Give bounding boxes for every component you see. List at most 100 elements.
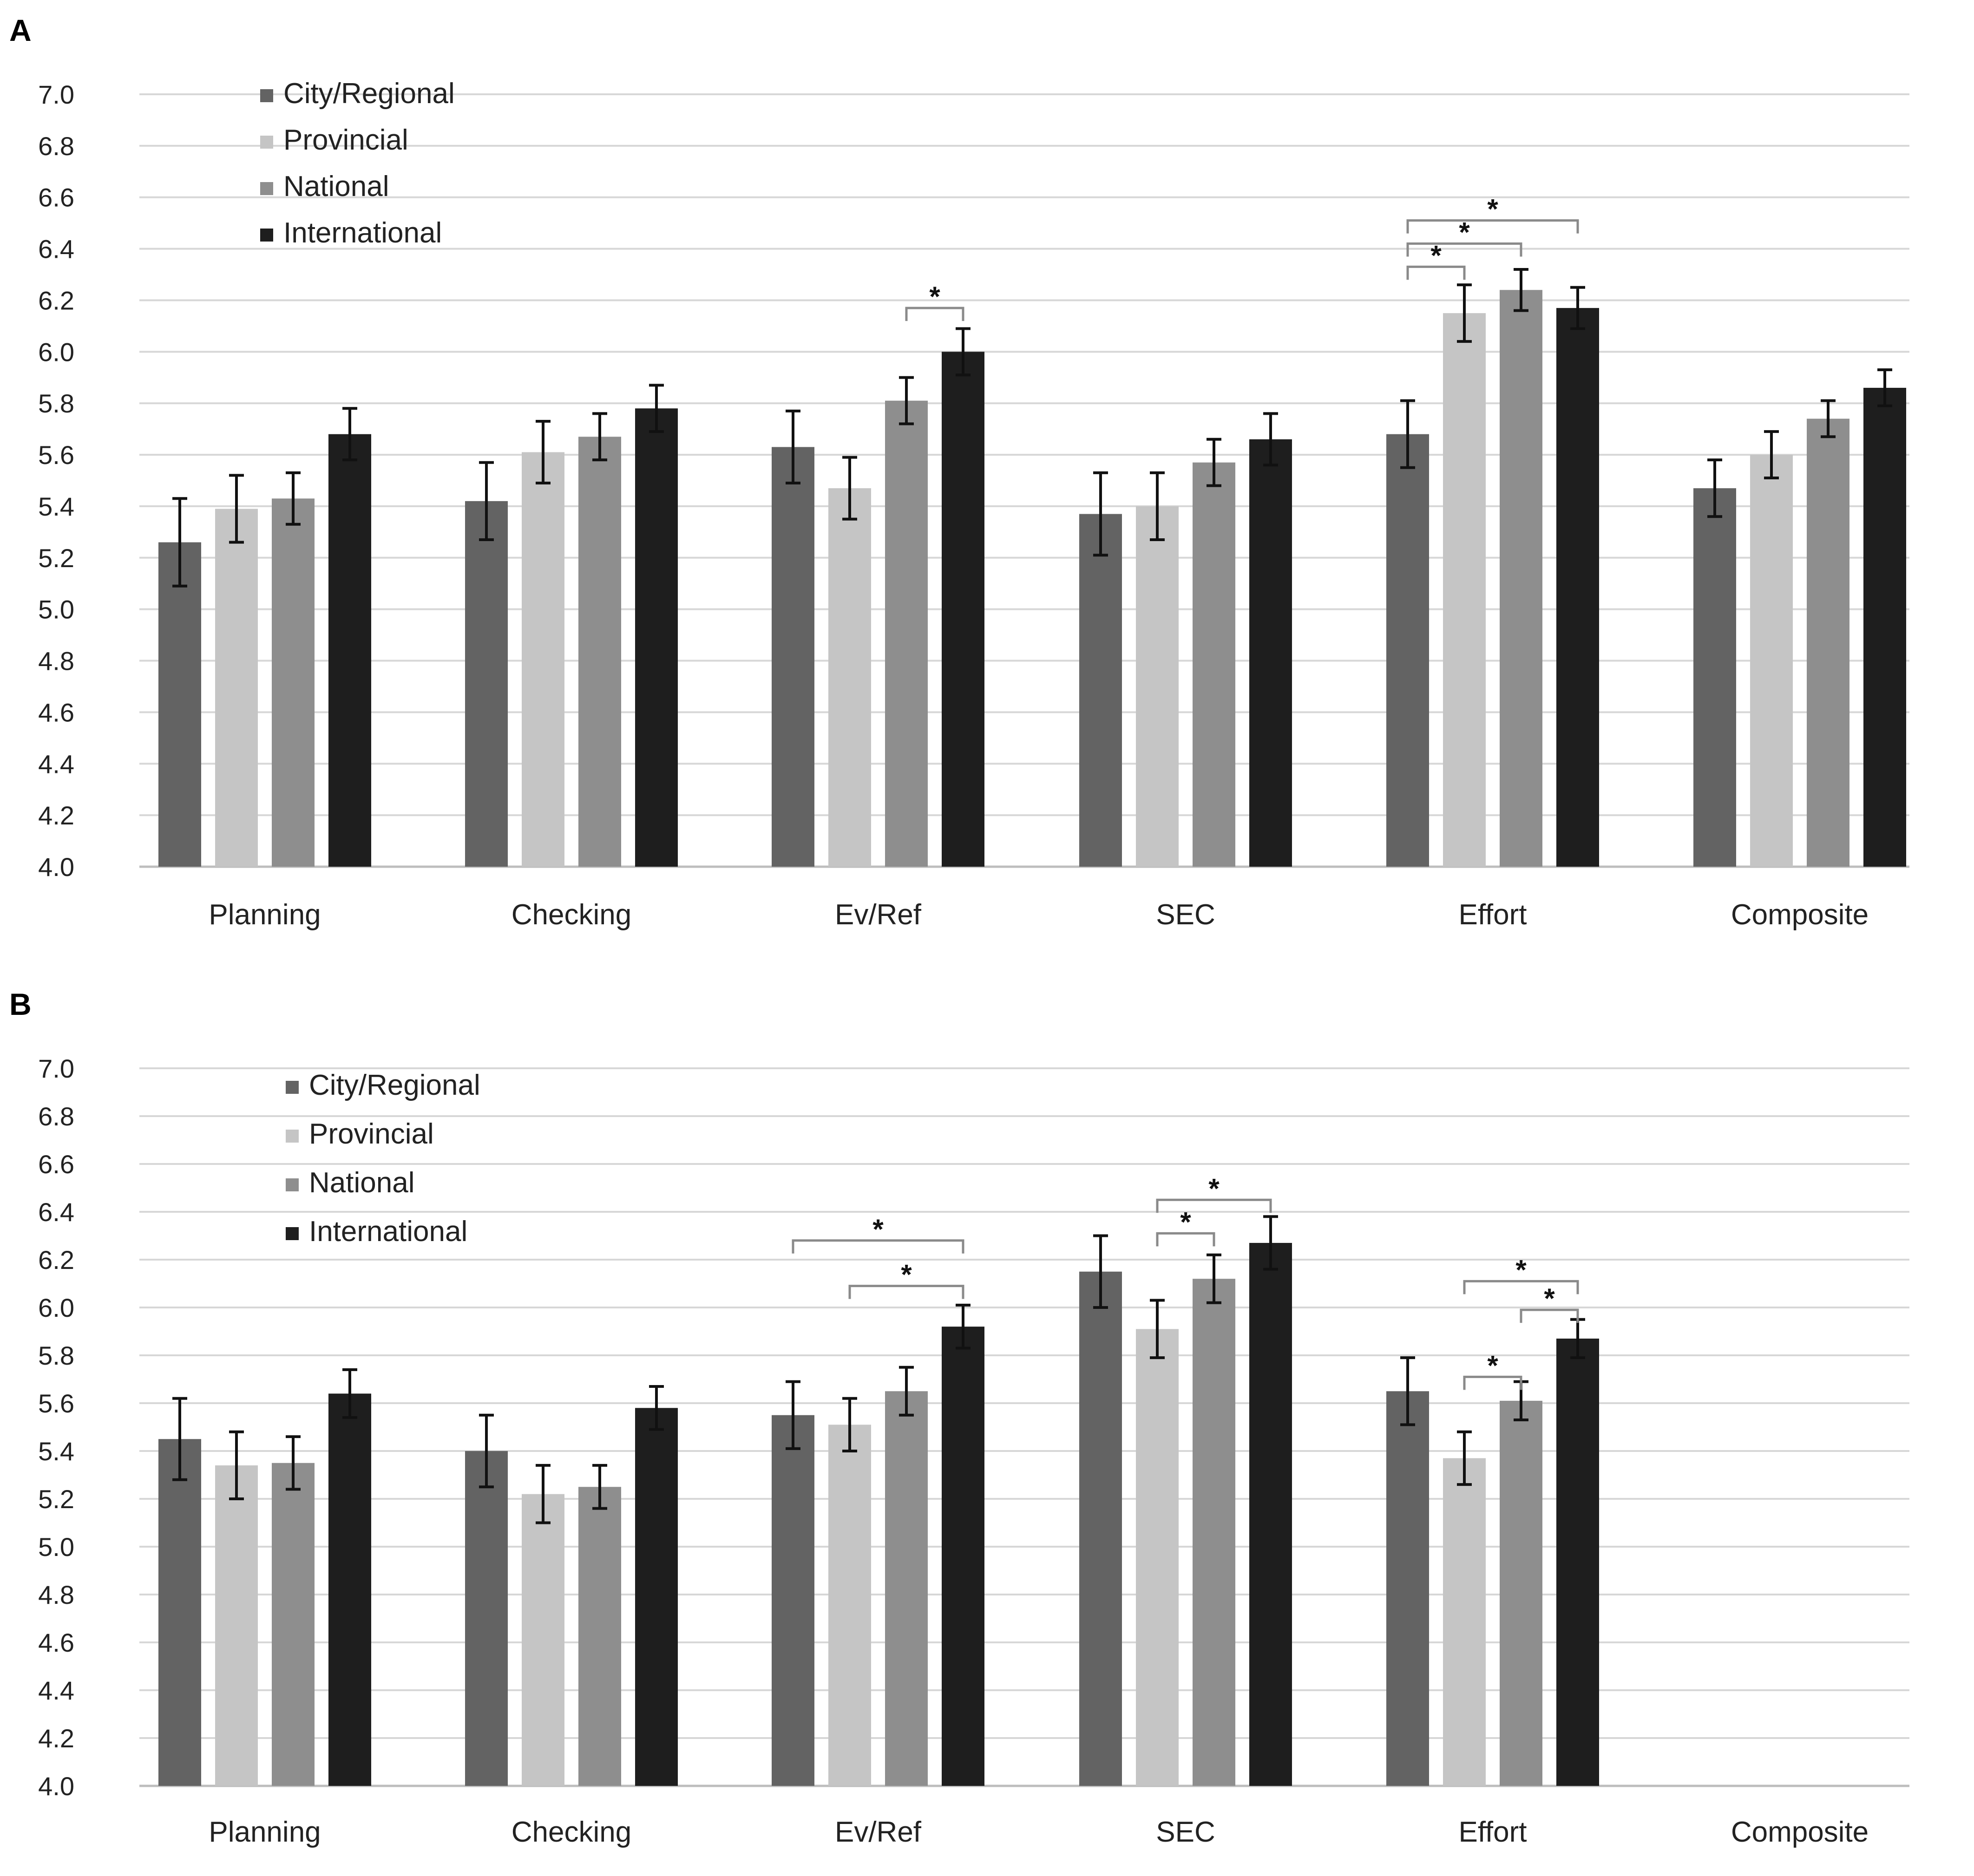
- bar: [272, 1463, 315, 1786]
- bar: [1249, 439, 1292, 867]
- y-tick-label: 6.8: [38, 1102, 74, 1131]
- bar: [578, 1487, 621, 1786]
- y-tick-label: 4.4: [38, 1676, 74, 1705]
- y-tick-label: 4.0: [38, 852, 74, 882]
- y-tick-label: 5.4: [38, 1437, 74, 1466]
- legend-label: City/Regional: [309, 1069, 480, 1101]
- legend-swatch: [260, 136, 273, 149]
- significance-bracket: [792, 1239, 964, 1254]
- panel-a: A 4.0 4.2 4.4 4.6 4.8 5.0 5.2 5.4 5.6 5.8 6.0 6.2 6.4…: [9, 13, 1909, 931]
- significance-marker: *: [1487, 1350, 1498, 1381]
- y-tick-label: 5.6: [38, 440, 74, 470]
- y-tick-label: 5.8: [38, 1341, 74, 1370]
- x-tick-label: Ev/Ref: [835, 899, 922, 931]
- legend-label: National: [283, 170, 389, 203]
- y-tick-label: 6.0: [38, 337, 74, 366]
- bar: [1079, 1271, 1122, 1786]
- significance-marker: *: [929, 281, 940, 312]
- y-tick-label: 4.6: [38, 698, 74, 727]
- bar: [885, 400, 928, 867]
- legend-swatch: [286, 1081, 299, 1094]
- bar: [328, 434, 371, 867]
- bar: [465, 1451, 508, 1786]
- bar: [272, 498, 315, 867]
- bar: [1500, 290, 1542, 867]
- bar: [1750, 455, 1793, 867]
- y-tick-label: 5.2: [38, 1484, 74, 1514]
- y-tick-label: 4.2: [38, 801, 74, 830]
- x-tick-label: Effort: [1458, 1816, 1527, 1848]
- legend-label: International: [309, 1216, 467, 1248]
- bar: [1136, 506, 1179, 867]
- bar: [578, 437, 621, 867]
- legend-swatch: [260, 89, 273, 102]
- significance-marker: *: [1487, 194, 1498, 225]
- significance-bracket: [1156, 1198, 1272, 1213]
- bar: [215, 1465, 258, 1786]
- bar: [942, 1327, 984, 1786]
- x-tick-label: Checking: [512, 1816, 631, 1848]
- y-tick-label: 4.8: [38, 1580, 74, 1609]
- bar: [1556, 308, 1599, 867]
- y-tick-label: 5.0: [38, 1532, 74, 1562]
- y-tick-label: 5.0: [38, 595, 74, 624]
- significance-marker: *: [1430, 240, 1442, 271]
- y-tick-label: 7.0: [38, 80, 74, 109]
- y-tick-label: 4.0: [38, 1771, 74, 1801]
- panel-b: B 4.0 4.2 4.4 4.6 4.8 5.0 5.2 5.4 5.6 5.8 6.0 6.2 6.4…: [9, 987, 1909, 1848]
- significance-marker: *: [901, 1259, 912, 1290]
- y-tick-label: 6.2: [38, 1245, 74, 1275]
- legend-swatch: [286, 1130, 299, 1143]
- y-tick-label: 6.2: [38, 286, 74, 315]
- significance-bracket: [905, 307, 964, 321]
- bar: [1193, 1279, 1235, 1786]
- y-tick-label: 5.8: [38, 389, 74, 418]
- y-tick-label: 6.0: [38, 1293, 74, 1322]
- y-tick-label: 5.6: [38, 1389, 74, 1418]
- x-tick-label: Planning: [209, 1816, 321, 1848]
- y-tick-label: 4.4: [38, 749, 74, 778]
- bar: [885, 1391, 928, 1786]
- x-tick-label: Planning: [209, 899, 321, 931]
- bar: [522, 1494, 564, 1786]
- bar: [522, 452, 564, 867]
- y-tick-label: 5.2: [38, 543, 74, 573]
- panel-label: B: [9, 987, 32, 1021]
- bar: [1386, 434, 1429, 867]
- bar: [1443, 313, 1486, 867]
- legend-swatch: [286, 1227, 299, 1240]
- bar: [828, 488, 871, 867]
- bar: [942, 352, 984, 867]
- bar: [772, 1415, 814, 1786]
- bar: [465, 501, 508, 867]
- significance-marker: *: [1180, 1206, 1191, 1237]
- significance-bracket: [1156, 1232, 1215, 1247]
- x-tick-label: Composite: [1731, 899, 1869, 931]
- x-tick-label: Composite: [1731, 1816, 1869, 1848]
- bar: [1386, 1391, 1429, 1786]
- significance-marker: *: [1544, 1283, 1555, 1314]
- significance-bracket: [1406, 242, 1522, 257]
- bar: [215, 509, 258, 867]
- significance-marker: *: [872, 1214, 884, 1245]
- bar: [1079, 514, 1122, 867]
- panel-label: A: [9, 13, 32, 47]
- bar: [772, 447, 814, 867]
- significance-marker: *: [1459, 217, 1470, 248]
- y-tick-label: 6.6: [38, 183, 74, 212]
- significance-bracket: [1463, 1280, 1579, 1294]
- legend-swatch: [286, 1178, 299, 1191]
- y-tick-label: 5.4: [38, 492, 74, 521]
- x-tick-label: Effort: [1458, 899, 1527, 931]
- bar: [1136, 1329, 1179, 1786]
- x-tick-label: Ev/Ref: [835, 1816, 922, 1848]
- legend-label: Provincial: [309, 1118, 434, 1150]
- legend-swatch: [260, 229, 273, 242]
- bar: [328, 1393, 371, 1786]
- y-tick-label: 6.6: [38, 1150, 74, 1179]
- x-tick-label: SEC: [1156, 899, 1215, 931]
- bar: [635, 1408, 678, 1786]
- x-tick-label: Checking: [512, 899, 631, 931]
- y-tick-label: 6.4: [38, 235, 74, 264]
